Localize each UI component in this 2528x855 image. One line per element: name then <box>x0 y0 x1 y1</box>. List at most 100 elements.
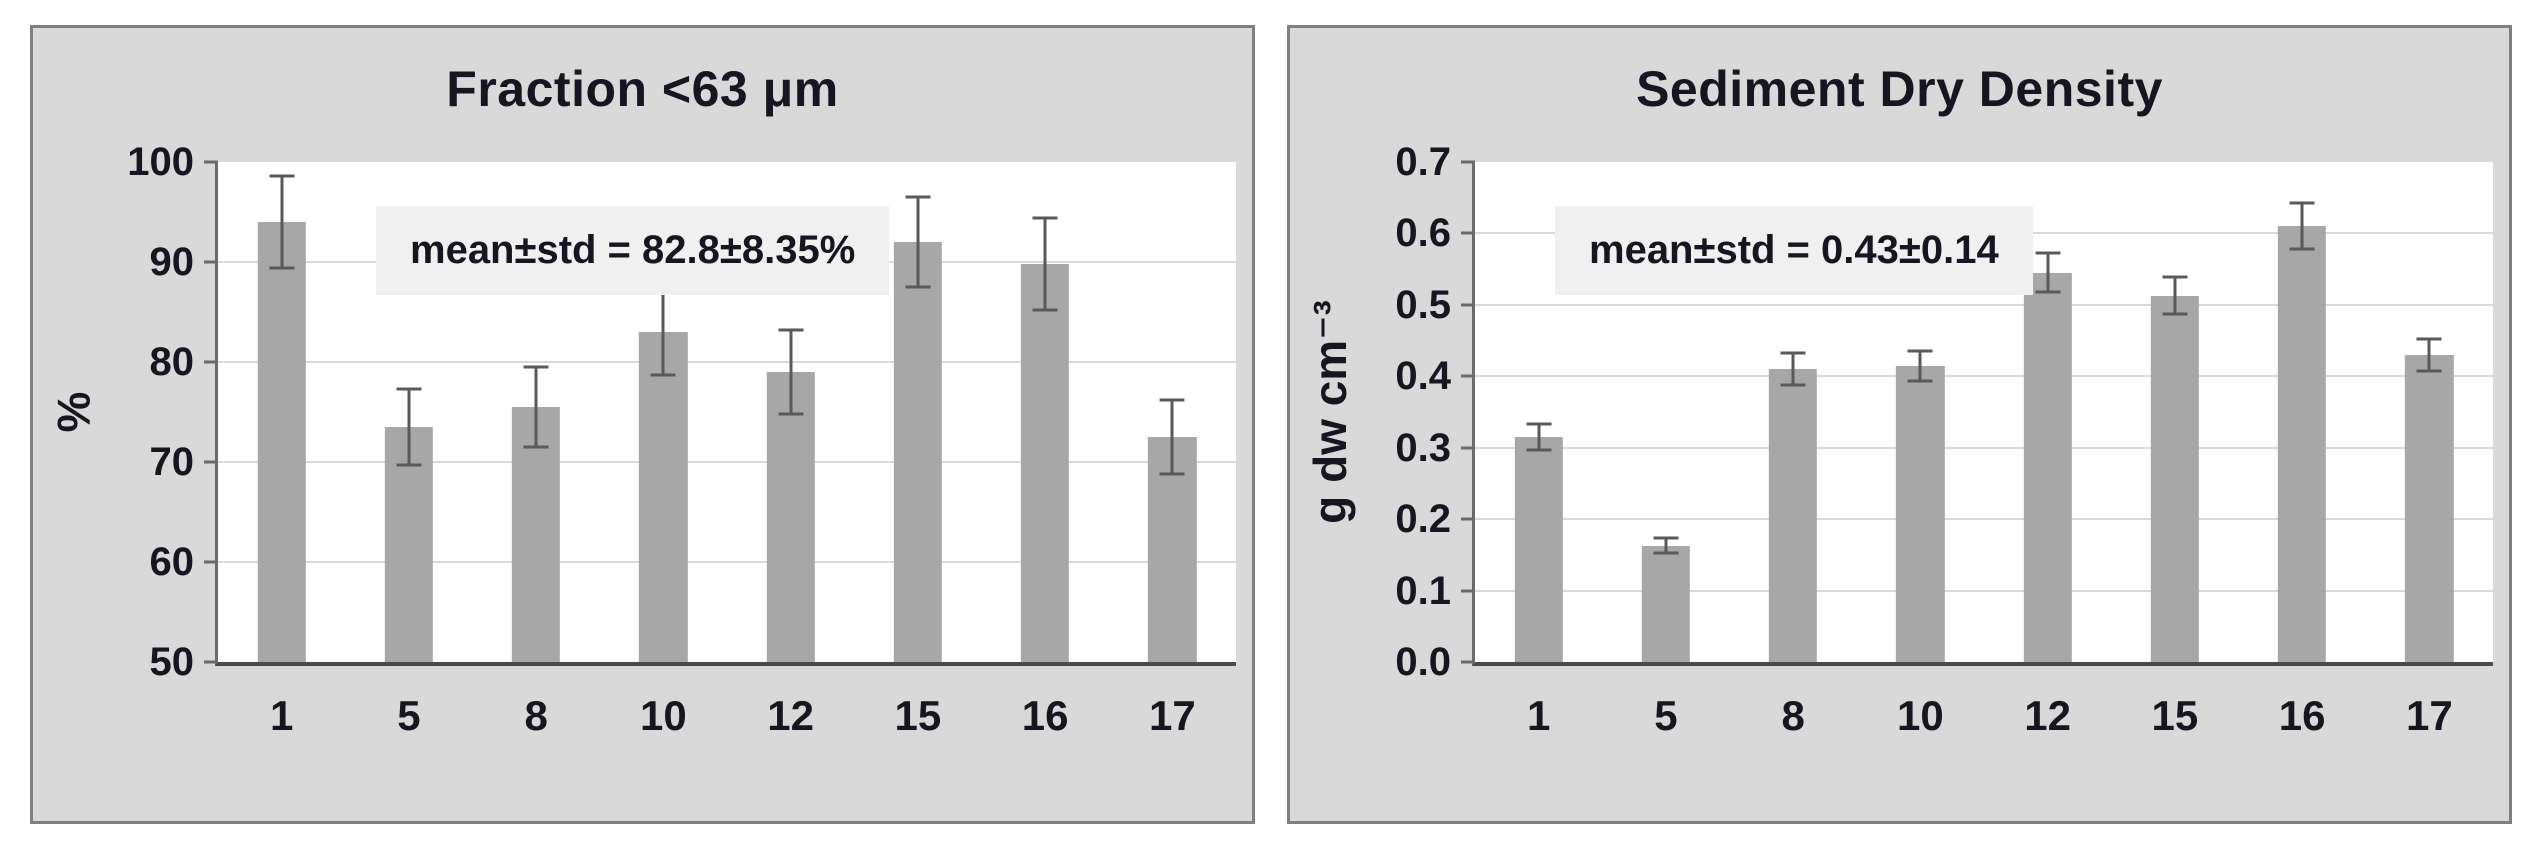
bar-slot-10: 10 <box>600 162 727 739</box>
gridline <box>218 461 1236 463</box>
error-bar-cap-bottom-15 <box>905 285 931 289</box>
y-tick-label: 0.7 <box>1395 140 1451 184</box>
x-tick-label-10: 10 <box>640 692 687 739</box>
bar-slot-1: 1 <box>1475 162 1602 739</box>
bar-8 <box>1768 369 1818 662</box>
y-tick-mark <box>1461 589 1475 593</box>
plot-wrap: g dw cm⁻³ mean±std = 0.43±0.14 0.0 0.1 0.2… <box>1290 142 2493 739</box>
error-bar-cap-bottom-17 <box>1159 472 1185 476</box>
bar-slot-15: 15 <box>2111 162 2238 739</box>
x-tick-label-16: 16 <box>1021 692 1069 739</box>
y-tick-label: 0.6 <box>1395 211 1451 256</box>
error-bar-cap-top-10 <box>1907 349 1933 353</box>
bar-8 <box>511 407 561 662</box>
error-bar-cap-top-8 <box>523 365 549 369</box>
y-axis-label: g dw cm⁻³ <box>1304 300 1356 524</box>
gridline <box>1475 375 2493 378</box>
bar-slot-17: 17 <box>1109 162 1236 739</box>
bar-slot-1: 1 <box>218 162 345 739</box>
error-bar-cap-top-16 <box>2289 201 2315 205</box>
error-bar-cap-bottom-16 <box>2289 247 2315 251</box>
y-tick-label: 70 <box>149 440 195 484</box>
x-tick-label-15: 15 <box>894 692 942 739</box>
plot-area: g dw cm⁻³ mean±std = 0.43±0.14 0.0 0.1 0.2… <box>1304 142 2493 739</box>
y-tick-mark <box>1461 446 1475 450</box>
x-tick-label-8: 8 <box>524 692 548 739</box>
y-tick-label: 0.1 <box>1395 568 1451 613</box>
error-bar-15 <box>916 197 920 287</box>
bar-5 <box>1641 545 1691 662</box>
error-bar-12 <box>789 330 793 414</box>
x-tick-label-1: 1 <box>269 692 294 739</box>
x-tick-label-5: 5 <box>1654 692 1678 739</box>
bar-slot-15: 15 <box>854 162 981 739</box>
y-tick-label: 0.5 <box>1395 282 1451 327</box>
gridline <box>1475 303 2493 306</box>
y-axis-label-box: % <box>46 162 100 662</box>
y-tick-mark <box>204 560 218 564</box>
y-tick-label: 0.4 <box>1395 354 1451 399</box>
error-bar-8 <box>1791 353 1795 385</box>
mean-std-annotation: mean±std = 0.43±0.14 <box>1555 206 2033 295</box>
bar-17 <box>2405 354 2454 662</box>
error-bar-cap-top-17 <box>1159 398 1185 402</box>
y-tick-mark <box>204 360 218 364</box>
error-bar-cap-bottom-8 <box>523 445 549 449</box>
plot-area: % mean±std = 82.8±8.35% 50 60 70 80 90 100 1 5 8… <box>47 142 1236 739</box>
bar-slot-12: 12 <box>727 162 854 739</box>
y-tick-label: 90 <box>149 240 195 284</box>
error-bar-cap-bottom-10 <box>650 373 676 377</box>
error-bar-cap-bottom-12 <box>2035 290 2061 294</box>
chart-panel-fraction-63um: Fraction <63 μm % mean±std = 82.8±8.35% … <box>30 25 1255 824</box>
bar-16 <box>1020 264 1070 662</box>
y-tick-label: 0.0 <box>1395 640 1451 684</box>
y-axis-label-box: g dw cm⁻³ <box>1303 162 1357 662</box>
x-tick-label-16: 16 <box>2278 692 2326 739</box>
gridline <box>1475 589 2493 592</box>
error-bar-cap-top-8 <box>1780 351 1806 355</box>
error-bar-cap-top-5 <box>396 387 422 391</box>
x-tick-label-8: 8 <box>1781 692 1805 739</box>
bar-slot-16: 16 <box>982 162 1109 739</box>
error-bar-cap-top-12 <box>2035 251 2061 255</box>
gridline <box>218 561 1236 563</box>
error-bar-5 <box>1664 538 1668 553</box>
bar-1 <box>257 222 306 662</box>
bar-slot-16: 16 <box>2239 162 2366 739</box>
x-tick-label-12: 12 <box>2024 692 2071 739</box>
plot-wrap: % mean±std = 82.8±8.35% 50 60 70 80 90 100 1 5 8… <box>33 142 1236 739</box>
error-bar-cap-bottom-1 <box>269 266 295 270</box>
y-axis-label: % <box>47 391 99 433</box>
x-tick-label-17: 17 <box>1149 692 1196 739</box>
bar-slot-5: 5 <box>345 162 472 739</box>
error-bar-cap-bottom-15 <box>2162 312 2188 316</box>
bar-16 <box>2277 226 2327 662</box>
bar-15 <box>2150 295 2200 662</box>
error-bar-5 <box>407 389 411 465</box>
gridline <box>1475 518 2493 521</box>
y-tick-mark <box>1461 374 1475 378</box>
error-bar-cap-top-1 <box>269 174 295 178</box>
bar-slot-8: 8 <box>473 162 600 739</box>
bars-row: 1 5 8 10 12 15 16 17 <box>1475 162 2493 739</box>
figure-row: Fraction <63 μm % mean±std = 82.8±8.35% … <box>30 25 2512 824</box>
error-bar-10 <box>661 289 665 375</box>
chart-title: Fraction <63 μm <box>446 61 839 117</box>
error-bar-10 <box>1918 350 1922 381</box>
y-tick-label: 50 <box>149 640 195 684</box>
error-bar-cap-top-17 <box>2416 337 2442 341</box>
y-tick-mark <box>204 460 218 464</box>
y-tick-label: 60 <box>149 540 195 584</box>
error-bar-12 <box>2046 253 2050 292</box>
error-bar-1 <box>1537 424 1541 450</box>
gridline <box>218 361 1236 363</box>
error-bar-8 <box>534 367 538 447</box>
y-tick-label: 0.3 <box>1395 425 1451 470</box>
x-tick-label-5: 5 <box>397 692 421 739</box>
error-bar-cap-bottom-16 <box>1032 308 1058 312</box>
gridline <box>1475 446 2493 449</box>
y-tick-mark <box>1461 231 1475 235</box>
x-tick-label-10: 10 <box>1897 692 1944 739</box>
bars-row: 1 5 8 10 12 15 16 17 <box>218 162 1236 739</box>
error-bar-cap-bottom-1 <box>1526 448 1552 452</box>
